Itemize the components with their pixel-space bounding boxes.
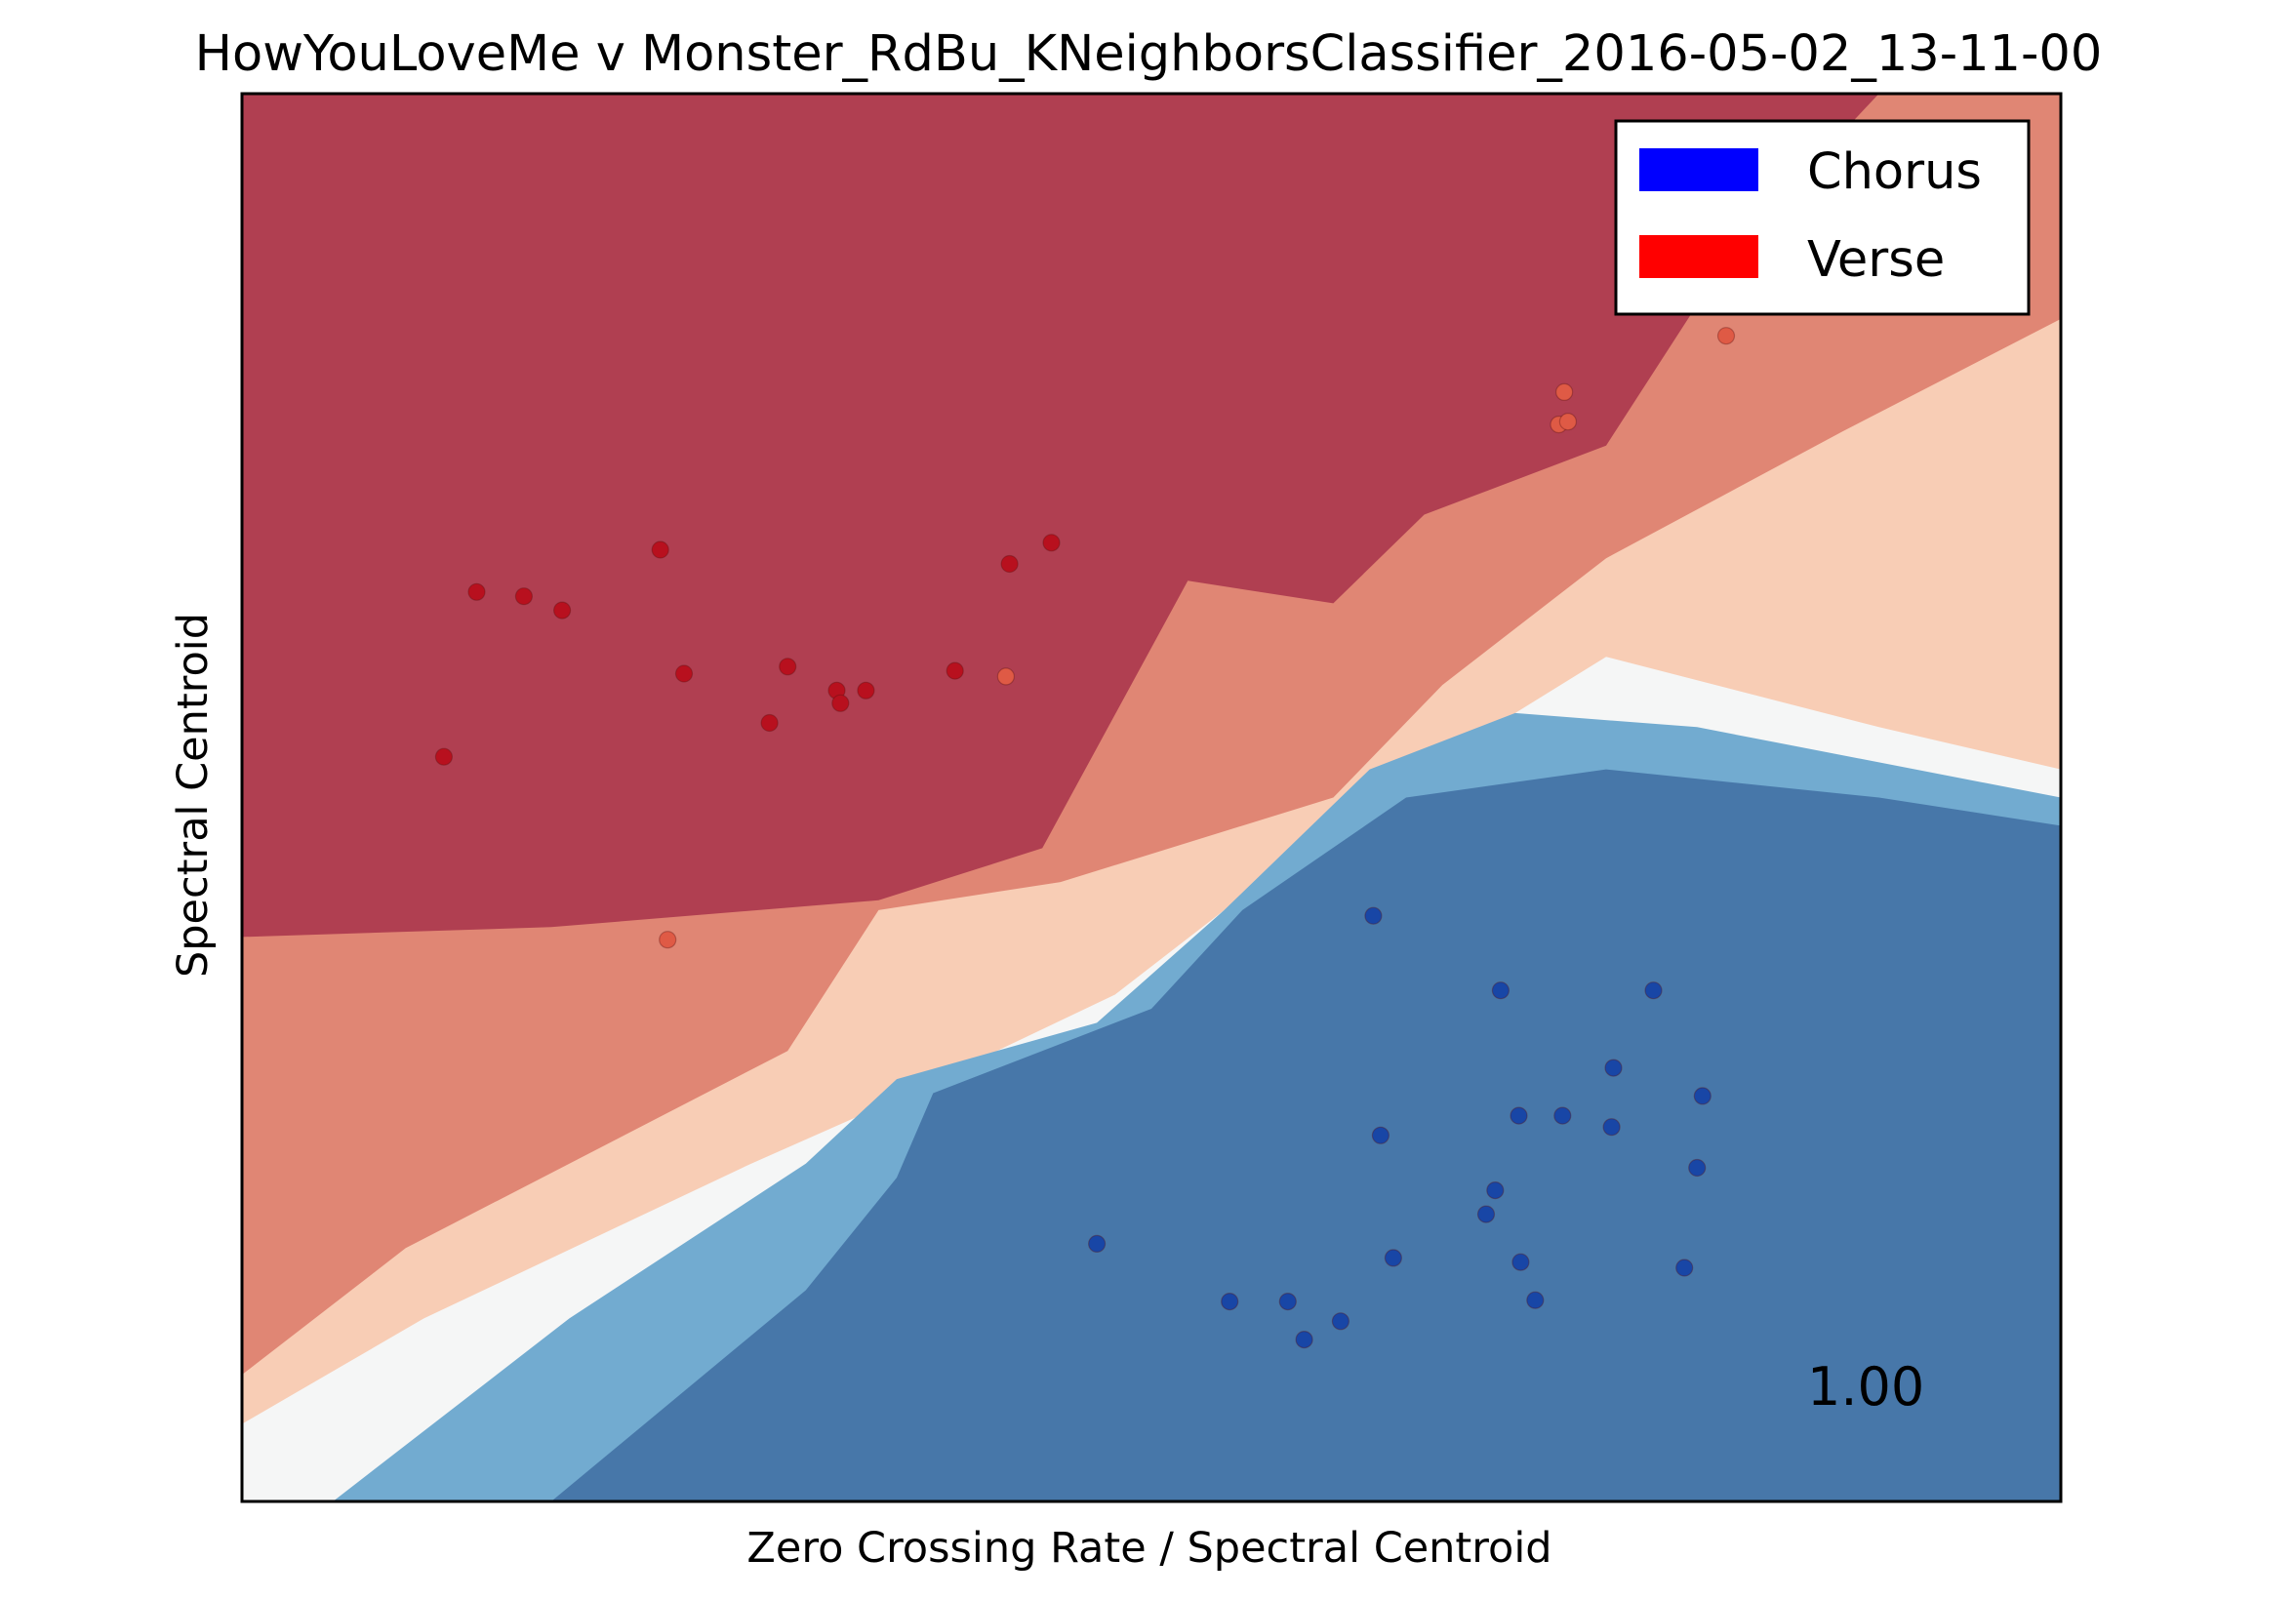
point-chorus-2-8 bbox=[1476, 1205, 1496, 1223]
point-verse-0-9 bbox=[831, 694, 850, 712]
point-verse-0-7 bbox=[779, 658, 797, 676]
scatter-points bbox=[434, 327, 1736, 1349]
point-verse-0-12 bbox=[1000, 554, 1019, 574]
legend-swatch-chorus bbox=[1639, 148, 1758, 191]
region-chorus-strong bbox=[550, 769, 2061, 1501]
point-verse-0-1 bbox=[467, 582, 486, 601]
point-chorus-2-20 bbox=[1693, 1087, 1712, 1105]
score-label: 1.00 bbox=[1807, 1356, 1924, 1418]
chart-title: HowYouLoveMe v Monster_RdBu_KNeighborsCl… bbox=[195, 25, 2103, 83]
legend-label-chorus: Chorus bbox=[1807, 143, 1982, 201]
point-verse-0-10 bbox=[857, 681, 875, 700]
point-chorus-2-10 bbox=[1491, 981, 1511, 1000]
decision-regions bbox=[242, 94, 2061, 1501]
point-verse-1-5 bbox=[1716, 327, 1736, 345]
plot-frame bbox=[240, 92, 2063, 1503]
point-chorus-2-16 bbox=[1604, 1059, 1623, 1077]
point-chorus-2-7 bbox=[1384, 1249, 1403, 1267]
legend-label-verse: Verse bbox=[1807, 231, 1945, 289]
point-chorus-2-3 bbox=[1295, 1330, 1313, 1349]
point-chorus-2-12 bbox=[1511, 1253, 1530, 1271]
point-chorus-2-1 bbox=[1221, 1292, 1239, 1311]
point-verse-0-11 bbox=[946, 661, 964, 680]
point-chorus-2-15 bbox=[1602, 1118, 1621, 1137]
point-verse-0-3 bbox=[552, 601, 572, 620]
point-chorus-2-5 bbox=[1364, 906, 1383, 925]
point-chorus-2-2 bbox=[1278, 1292, 1297, 1311]
point-chorus-2-0 bbox=[1087, 1234, 1107, 1254]
legend: Chorus Verse bbox=[1614, 119, 2031, 316]
y-axis-label: Spectral Centroid bbox=[169, 613, 218, 978]
point-verse-1-1 bbox=[996, 667, 1016, 686]
point-chorus-2-6 bbox=[1371, 1126, 1390, 1144]
point-verse-0-4 bbox=[651, 540, 669, 559]
point-chorus-2-4 bbox=[1331, 1312, 1350, 1331]
point-verse-1-3 bbox=[1558, 413, 1578, 431]
point-chorus-2-11 bbox=[1510, 1106, 1528, 1125]
point-chorus-2-14 bbox=[1553, 1106, 1572, 1125]
point-verse-1-4 bbox=[1554, 382, 1574, 401]
x-axis-label: Zero Crossing Rate / Spectral Centroid bbox=[746, 1524, 1551, 1573]
point-verse-1-0 bbox=[659, 931, 677, 949]
point-chorus-2-13 bbox=[1526, 1291, 1545, 1309]
point-chorus-2-9 bbox=[1486, 1180, 1505, 1200]
point-verse-0-2 bbox=[514, 587, 534, 606]
point-verse-0-13 bbox=[1042, 534, 1061, 552]
legend-swatch-verse bbox=[1639, 235, 1758, 278]
point-chorus-2-19 bbox=[1688, 1158, 1707, 1178]
point-chorus-2-18 bbox=[1675, 1259, 1694, 1277]
point-verse-0-5 bbox=[674, 664, 694, 683]
point-verse-0-6 bbox=[760, 713, 779, 733]
point-verse-0-0 bbox=[434, 747, 453, 766]
point-chorus-2-17 bbox=[1644, 981, 1663, 1000]
